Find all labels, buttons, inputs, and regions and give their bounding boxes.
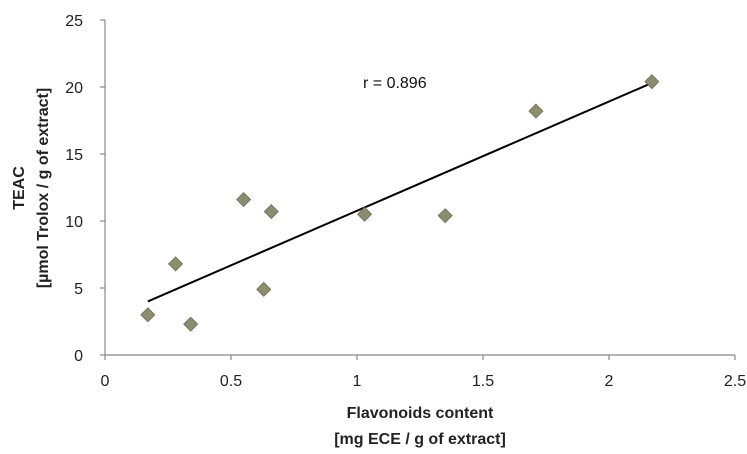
trendline — [147, 82, 653, 303]
x-axis-title-line-1: Flavonoids content — [347, 405, 494, 422]
data-point — [263, 204, 279, 220]
x-tick-label: 1.5 — [472, 373, 494, 390]
y-tick-label: 10 — [65, 214, 83, 231]
y-tick-label: 20 — [65, 80, 83, 97]
data-point — [236, 191, 252, 208]
ticks: 0 0.5 1 1.5 2 2.5 0 5 10 15 20 25 — [65, 13, 746, 390]
y-axis-title-line-1: TEAC — [11, 166, 28, 210]
data-point — [167, 256, 184, 272]
data-point — [183, 316, 199, 332]
y-axis-title-line-2: [µmol Trolox / g of extract] — [35, 88, 52, 288]
x-axis-title-line-2: [mg ECE / g of extract] — [334, 431, 506, 448]
x-tick-label: 2.5 — [724, 373, 746, 390]
data-point — [140, 307, 156, 323]
trendline-group — [147, 82, 653, 303]
data-point — [528, 103, 544, 119]
x-tick-label: 0 — [101, 373, 110, 390]
y-tick-label: 25 — [65, 13, 83, 30]
data-points — [140, 74, 660, 332]
y-tick-label: 5 — [74, 281, 83, 298]
x-tick-label: 2 — [605, 373, 614, 390]
data-point — [356, 206, 373, 222]
y-tick-label: 15 — [65, 147, 83, 164]
x-tick-label: 0.5 — [220, 373, 242, 390]
y-tick-label: 0 — [74, 348, 83, 365]
data-point — [644, 74, 660, 90]
data-point — [437, 208, 453, 224]
x-tick-label: 1 — [353, 373, 362, 390]
correlation-annotation: r = 0.896 — [363, 75, 427, 92]
axes — [104, 20, 735, 356]
data-point — [256, 281, 272, 297]
